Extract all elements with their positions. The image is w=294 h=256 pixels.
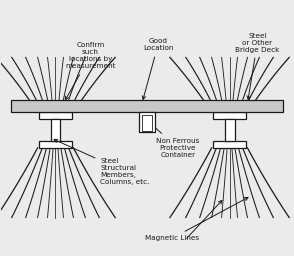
- Bar: [213, 112, 246, 119]
- Bar: [213, 141, 246, 148]
- Bar: [39, 112, 72, 119]
- Bar: [225, 119, 235, 141]
- Text: Good
Location: Good Location: [142, 38, 173, 99]
- Bar: [39, 141, 72, 148]
- Bar: [11, 100, 283, 112]
- Text: Steel
Structural
Members,
Columns, etc.: Steel Structural Members, Columns, etc.: [54, 139, 150, 185]
- Bar: [51, 119, 61, 141]
- Bar: [139, 112, 155, 132]
- Bar: [142, 115, 152, 131]
- Text: Confirm
such
locations by
measurement: Confirm such locations by measurement: [65, 42, 116, 100]
- Text: Steel
or Other
Bridge Deck: Steel or Other Bridge Deck: [235, 33, 280, 99]
- Text: Non Ferrous
Protective
Container: Non Ferrous Protective Container: [152, 125, 200, 158]
- Text: Magnetic Lines: Magnetic Lines: [145, 197, 248, 241]
